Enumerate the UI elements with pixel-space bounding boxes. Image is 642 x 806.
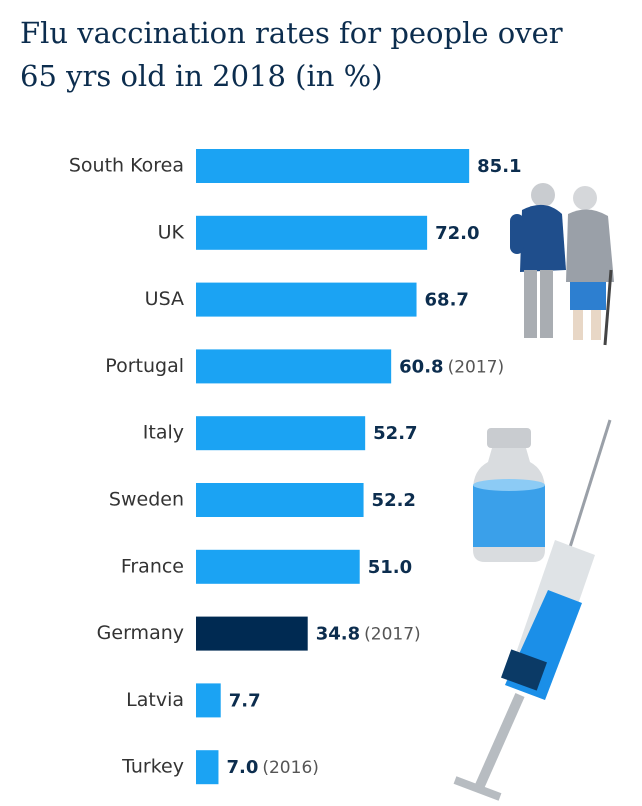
bar bbox=[196, 549, 360, 584]
illustration-vial bbox=[473, 428, 545, 562]
category-label: UK bbox=[158, 221, 185, 243]
value-label-group: 7.7 bbox=[229, 690, 261, 711]
value-label-group: 52.7 bbox=[373, 423, 417, 444]
category-label: Latvia bbox=[126, 689, 184, 711]
value-label-group: 52.2 bbox=[372, 490, 416, 511]
category-label: Germany bbox=[97, 622, 184, 644]
value-label-group: 85.1 bbox=[477, 156, 521, 177]
value-label: 7.0 bbox=[226, 757, 258, 778]
chart-title: Flu vaccination rates for people over 65… bbox=[20, 16, 563, 93]
value-label: 52.2 bbox=[372, 490, 416, 511]
value-label: 34.8 bbox=[316, 624, 360, 645]
value-note: (2016) bbox=[262, 758, 319, 778]
value-label-group: 7.0 (2016) bbox=[226, 757, 318, 778]
category-label: South Korea bbox=[69, 155, 184, 177]
value-label-group: 68.7 bbox=[425, 290, 469, 311]
bar bbox=[196, 416, 366, 451]
category-label: Portugal bbox=[105, 355, 184, 377]
bar bbox=[196, 282, 417, 317]
illustration-couple bbox=[510, 183, 614, 346]
category-label: Italy bbox=[143, 422, 184, 444]
value-label-group: 60.8 (2017) bbox=[399, 356, 504, 377]
category-label: Turkey bbox=[121, 756, 184, 778]
value-label: 60.8 bbox=[399, 356, 443, 377]
value-note: (2017) bbox=[364, 625, 421, 645]
value-label: 51.0 bbox=[368, 557, 412, 578]
value-label-group: 51.0 bbox=[368, 557, 412, 578]
bar bbox=[196, 149, 470, 183]
value-label-group: 72.0 bbox=[435, 223, 479, 244]
bar bbox=[196, 750, 219, 785]
bar bbox=[196, 349, 392, 384]
value-label: 72.0 bbox=[435, 223, 479, 244]
bar bbox=[196, 683, 221, 718]
value-label-group: 34.8 (2017) bbox=[316, 624, 421, 645]
category-label: Sweden bbox=[109, 489, 184, 511]
value-note: (2017) bbox=[448, 357, 505, 377]
category-label: France bbox=[121, 555, 184, 577]
bar bbox=[196, 215, 428, 250]
bar bbox=[196, 616, 308, 651]
illustration-syringe bbox=[453, 419, 612, 801]
category-label: USA bbox=[145, 288, 184, 310]
bar bbox=[196, 483, 364, 517]
value-label: 7.7 bbox=[229, 690, 261, 711]
value-label: 85.1 bbox=[477, 156, 521, 177]
value-label: 52.7 bbox=[373, 423, 417, 444]
value-label: 68.7 bbox=[425, 290, 469, 311]
